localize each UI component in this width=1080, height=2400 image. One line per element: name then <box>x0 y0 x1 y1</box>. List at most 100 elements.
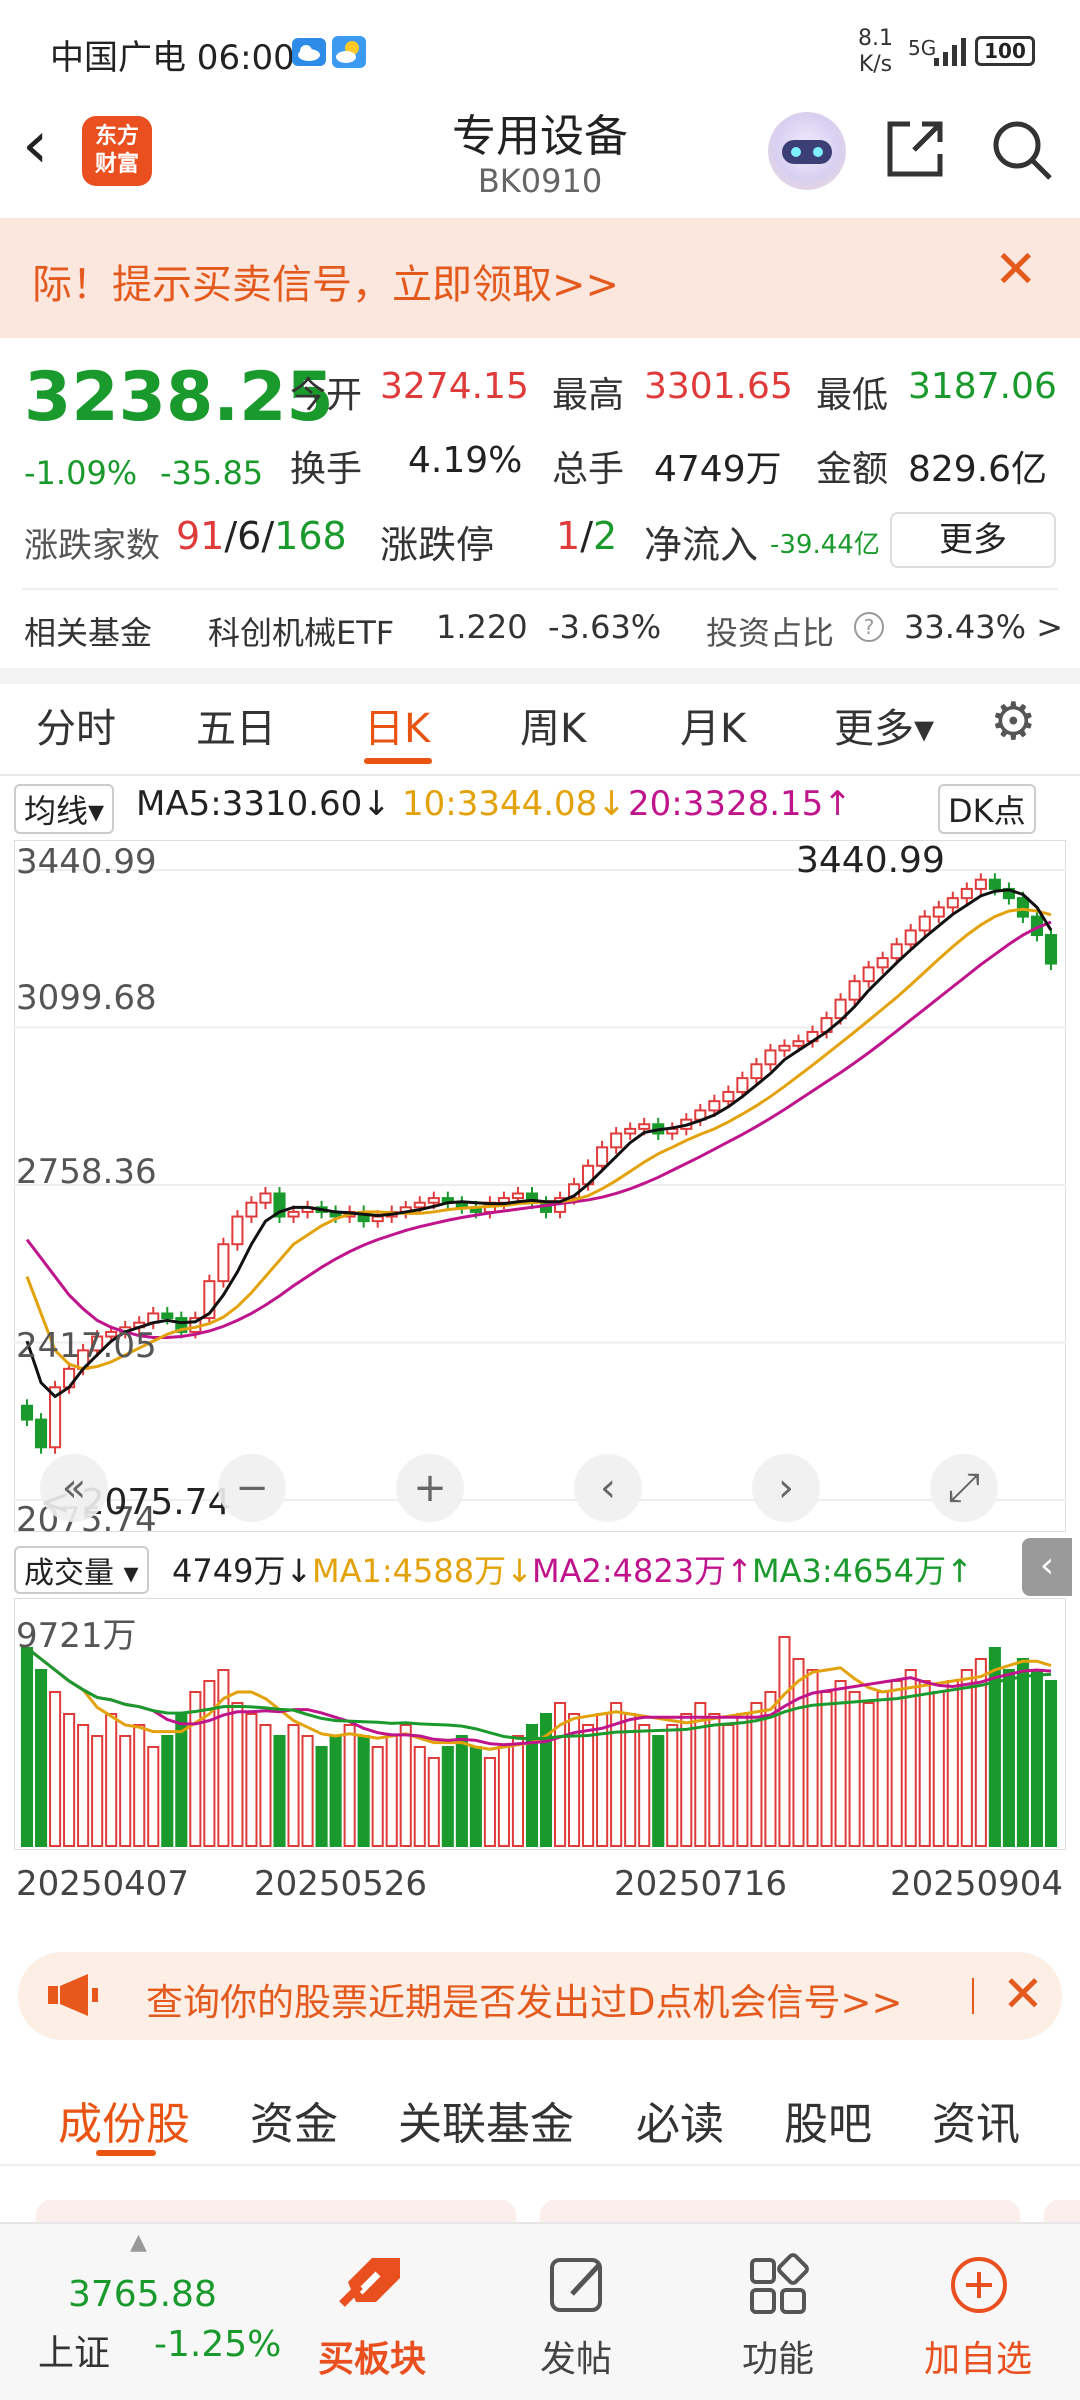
nav-buy-sector[interactable]: 买板块 <box>318 2339 427 2380</box>
tab-related-funds[interactable]: 关联基金 <box>398 2099 574 2150</box>
volume-bar <box>946 1680 959 1847</box>
volume-bar <box>49 1691 62 1847</box>
turnover-label: 换手 <box>290 449 363 490</box>
indicator-selector[interactable]: 成交量 ▾ <box>14 1546 149 1594</box>
dk-button[interactable]: DK点 <box>938 784 1036 834</box>
buy-sector-icon[interactable] <box>338 2252 408 2322</box>
volume-bar <box>455 1735 468 1847</box>
tab-forum[interactable]: 股吧 <box>784 2099 872 2150</box>
tab-news[interactable]: 资讯 <box>932 2099 1020 2150</box>
candle <box>511 1192 525 1200</box>
chart-frame <box>14 1598 1066 1850</box>
chevron-left-icon[interactable]: ‹ <box>574 1454 642 1522</box>
section-gap <box>0 668 1080 684</box>
volume-bar <box>441 1746 454 1847</box>
candlestick-chart[interactable] <box>14 840 1066 1532</box>
candle <box>245 1201 258 1218</box>
fund-name[interactable]: 科创机械ETF <box>208 614 395 652</box>
post-icon[interactable] <box>544 2252 614 2322</box>
volume-bar <box>582 1724 595 1847</box>
tab-daily-k[interactable]: 日K <box>364 706 431 752</box>
volume-bar <box>385 1735 398 1847</box>
volume-bar <box>525 1724 539 1847</box>
divider <box>972 1978 974 2014</box>
more-button[interactable]: 更多 <box>890 512 1056 568</box>
d-point-text[interactable]: 查询你的股票近期是否发出过D点机会信号>> <box>146 1981 903 2024</box>
close-icon[interactable]: ✕ <box>994 240 1038 300</box>
tab-monthly-k[interactable]: 月K <box>680 706 747 752</box>
open-value: 3274.15 <box>380 366 529 407</box>
index-name[interactable]: 上证 <box>38 2333 111 2374</box>
tab-more[interactable]: 更多▾ <box>834 706 935 752</box>
chevron-right-icon[interactable]: › <box>752 1454 820 1522</box>
y-tick-label: 2417.05 <box>16 1326 157 1366</box>
tab-funds-flow[interactable]: 资金 <box>250 2099 338 2150</box>
page-title: 专用设备 <box>452 111 628 162</box>
expand-up-icon[interactable]: ▲ <box>130 2230 147 2255</box>
function-grid-icon[interactable] <box>744 2252 814 2322</box>
d-point-banner[interactable]: 查询你的股票近期是否发出过D点机会信号>> ✕ <box>18 1952 1062 2040</box>
candle <box>848 980 861 1001</box>
y-tick-label: 2758.36 <box>16 1152 157 1192</box>
tab-five-day[interactable]: 五日 <box>196 706 276 752</box>
volume-bar <box>834 1680 847 1847</box>
collapse-icon[interactable]: ‹ <box>1022 1538 1072 1596</box>
volume-bar <box>231 1702 244 1847</box>
help-icon[interactable]: ? <box>854 612 884 642</box>
tab-must-read[interactable]: 必读 <box>636 2099 724 2150</box>
candle <box>960 887 973 900</box>
volume-chart[interactable] <box>14 1598 1066 1850</box>
current-price: 3238.25 <box>24 358 334 437</box>
y-tick-label: 3440.99 <box>16 842 157 882</box>
zoom-out-icon[interactable]: − <box>218 1454 286 1522</box>
tab-intraday[interactable]: 分时 <box>36 706 116 752</box>
volume-bar <box>918 1680 931 1847</box>
promo-text[interactable]: 际！提示买卖信号，立即领取>> <box>32 262 620 308</box>
candle <box>231 1215 244 1246</box>
ma10-value: 10:3344.08↓ <box>402 784 626 824</box>
index-value[interactable]: 3765.88 <box>68 2274 217 2315</box>
robot-avatar-icon[interactable] <box>768 112 846 190</box>
volume-bar <box>287 1724 300 1847</box>
vol-ma3-line <box>26 1646 1052 1741</box>
candle <box>988 878 1001 890</box>
date-label: 20250526 <box>254 1864 428 1904</box>
ratio-value[interactable]: 33.43% > <box>904 608 1063 646</box>
candle <box>34 1418 48 1449</box>
promo-banner[interactable]: 际！提示买卖信号，立即领取>> ✕ <box>0 218 1080 338</box>
volume-bar <box>357 1735 370 1847</box>
index-change[interactable]: -1.25% <box>154 2324 282 2365</box>
app-logo: 东方 财富 <box>82 116 152 186</box>
candle <box>1016 897 1029 918</box>
search-icon[interactable] <box>990 118 1054 182</box>
volume-bar <box>1044 1680 1058 1847</box>
volume-bar <box>932 1691 945 1847</box>
ma-selector[interactable]: 均线▾ <box>14 784 115 834</box>
candle <box>427 1197 440 1204</box>
share-icon[interactable] <box>884 118 946 180</box>
weather-icon <box>332 36 366 68</box>
volume-bar <box>862 1702 875 1847</box>
candle <box>596 1146 609 1167</box>
double-left-icon[interactable]: « <box>40 1454 108 1522</box>
close-icon[interactable]: ✕ <box>1002 1965 1044 2023</box>
candle <box>624 1127 637 1135</box>
date-label: 20250407 <box>16 1864 190 1904</box>
volume-bar <box>904 1669 917 1847</box>
gear-icon[interactable]: ⚙ <box>990 692 1037 752</box>
add-watchlist-icon[interactable] <box>944 2252 1014 2322</box>
volume-bar <box>722 1724 735 1847</box>
candle <box>736 1077 749 1093</box>
zoom-in-icon[interactable]: + <box>396 1454 464 1522</box>
nav-function[interactable]: 功能 <box>742 2339 815 2380</box>
back-icon[interactable]: ‹ <box>22 106 49 183</box>
candle <box>946 897 959 909</box>
volume-bar <box>189 1691 202 1847</box>
tab-constituents[interactable]: 成份股 <box>58 2099 190 2150</box>
nav-post[interactable]: 发帖 <box>540 2339 613 2380</box>
volume-bar <box>133 1724 146 1847</box>
volume-bar <box>301 1735 314 1847</box>
tab-weekly-k[interactable]: 周K <box>520 706 587 752</box>
nav-add-watchlist[interactable]: 加自选 <box>924 2339 1033 2380</box>
fullscreen-icon[interactable]: ⤢ <box>930 1454 998 1522</box>
